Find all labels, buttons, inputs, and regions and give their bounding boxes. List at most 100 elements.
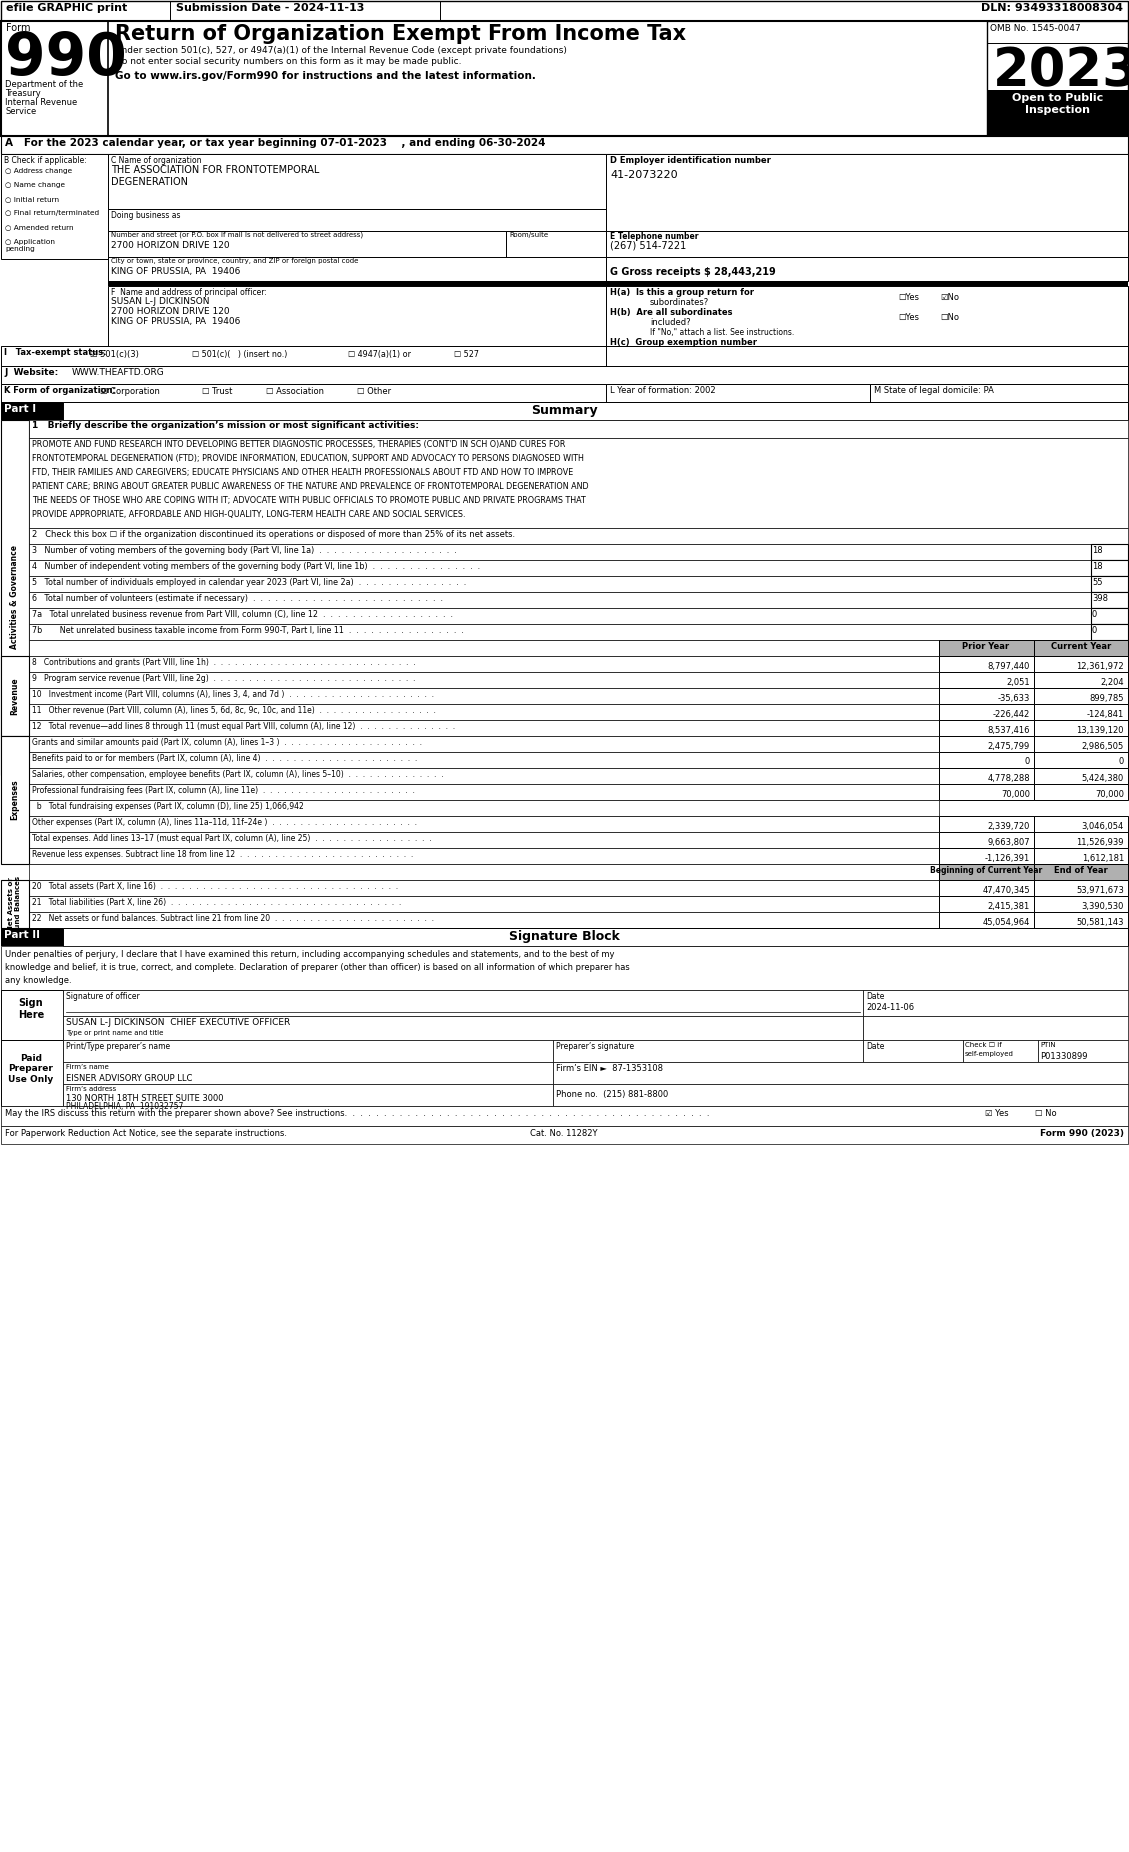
Text: 45,054,964: 45,054,964 (982, 917, 1030, 926)
Text: Signature Block: Signature Block (508, 930, 620, 943)
Bar (63, 991, 863, 1017)
Bar (1091, 576, 1128, 593)
Text: B Check if applicable:: B Check if applicable: (5, 156, 87, 165)
Text: ☐ 501(c)(   ) (insert no.): ☐ 501(c)( ) (insert no.) (192, 350, 288, 359)
Text: End of Year: End of Year (1054, 867, 1108, 874)
Text: Part I: Part I (5, 404, 36, 415)
Text: 0: 0 (1092, 609, 1097, 619)
Bar (963, 1041, 1038, 1061)
Text: Phone no.  (215) 881-8800: Phone no. (215) 881-8800 (555, 1091, 668, 1098)
Text: 10   Investment income (Part VIII, columns (A), lines 3, 4, and 7d )  .  .  .  .: 10 Investment income (Part VIII, columns… (32, 691, 434, 698)
Bar (606, 383, 870, 402)
Text: 20   Total assets (Part X, line 16)  .  .  .  .  .  .  .  .  .  .  .  .  .  .  .: 20 Total assets (Part X, line 16) . . . … (32, 882, 399, 891)
Text: ○ Initial return: ○ Initial return (5, 196, 59, 202)
Bar (1, 946, 1128, 991)
Text: Preparer’s signature: Preparer’s signature (555, 1043, 634, 1050)
Text: ○ Application
pending: ○ Application pending (5, 239, 55, 252)
Text: Expenses: Expenses (10, 780, 19, 820)
Text: 899,785: 899,785 (1089, 693, 1124, 702)
Text: Activities & Governance: Activities & Governance (10, 544, 19, 648)
Bar (29, 832, 939, 848)
Text: Revenue less expenses. Subtract line 18 from line 12  .  .  .  .  .  .  .  .  . : Revenue less expenses. Subtract line 18 … (32, 850, 413, 859)
Bar (1034, 641, 1128, 656)
Bar (1091, 607, 1128, 624)
Bar (29, 720, 939, 735)
Text: Date: Date (866, 993, 884, 1000)
Bar (1034, 783, 1128, 800)
Text: ☐ 527: ☐ 527 (454, 350, 479, 359)
Bar (29, 559, 1091, 576)
Text: 1   Briefly describe the organization’s mission or most significant activities:: 1 Briefly describe the organization’s mi… (32, 420, 419, 430)
Bar (63, 1041, 553, 1061)
Text: subordinates?: subordinates? (650, 298, 709, 307)
Text: 21   Total liabilities (Part X, line 26)  .  .  .  .  .  .  .  .  .  .  .  .  . : 21 Total liabilities (Part X, line 26) .… (32, 898, 401, 907)
Text: 22   Net assets or fund balances. Subtract line 21 from line 20  .  .  .  .  .  : 22 Net assets or fund balances. Subtract… (32, 915, 434, 922)
Text: 0: 0 (1092, 626, 1097, 635)
Text: Treasury: Treasury (5, 89, 41, 98)
Text: 18: 18 (1092, 561, 1103, 570)
Bar (1034, 911, 1128, 928)
Text: PATIENT CARE; BRING ABOUT GREATER PUBLIC AWARENESS OF THE NATURE AND PREVALENCE : PATIENT CARE; BRING ABOUT GREATER PUBLIC… (32, 482, 588, 491)
Text: Prior Year: Prior Year (962, 643, 1009, 652)
Bar (939, 911, 1034, 928)
Text: A   For the 2023 calendar year, or tax year beginning 07-01-2023    , and ending: A For the 2023 calendar year, or tax yea… (5, 139, 545, 148)
Text: PHILADELPHIA, PA  191032757: PHILADELPHIA, PA 191032757 (65, 1102, 183, 1111)
Bar (863, 1017, 1128, 1041)
Text: G Gross receipts $ 28,443,219: G Gross receipts $ 28,443,219 (610, 267, 776, 278)
Text: Check ☐ if: Check ☐ if (965, 1043, 1001, 1048)
Bar (29, 687, 939, 704)
Bar (63, 1083, 553, 1106)
Text: EISNER ADVISORY GROUP LLC: EISNER ADVISORY GROUP LLC (65, 1074, 192, 1083)
Text: 990: 990 (5, 30, 126, 87)
Bar (606, 346, 1128, 367)
Bar (29, 769, 939, 783)
Bar (939, 704, 1034, 720)
Bar (29, 641, 939, 656)
Text: 12,361,972: 12,361,972 (1076, 661, 1124, 670)
Text: ○ Address change: ○ Address change (5, 169, 72, 174)
Bar (863, 1041, 963, 1061)
Text: ☐ Other: ☐ Other (357, 387, 391, 396)
Text: 2   Check this box ☐ if the organization discontinued its operations or disposed: 2 Check this box ☐ if the organization d… (32, 530, 515, 539)
Text: ☐Yes: ☐Yes (898, 313, 919, 322)
Text: ☐No: ☐No (940, 313, 959, 322)
Text: 50,581,143: 50,581,143 (1076, 917, 1124, 926)
Text: K Form of organization:: K Form of organization: (5, 385, 116, 394)
Text: 1,612,181: 1,612,181 (1082, 854, 1124, 863)
Text: 0: 0 (1119, 757, 1124, 767)
Bar (108, 285, 606, 346)
Bar (1034, 896, 1128, 911)
Bar (939, 687, 1034, 704)
Bar (29, 865, 939, 880)
Text: DLN: 93493318008304: DLN: 93493318008304 (981, 4, 1123, 13)
Text: H(a)  Is this a group return for: H(a) Is this a group return for (610, 289, 754, 296)
Text: SUSAN L-J DICKINSON  CHIEF EXECUTIVE OFFICER: SUSAN L-J DICKINSON CHIEF EXECUTIVE OFFI… (65, 1019, 290, 1028)
Bar (553, 1041, 863, 1061)
Bar (1034, 687, 1128, 704)
Text: F  Name and address of principal officer:: F Name and address of principal officer: (111, 289, 266, 296)
Text: ☑ Yes: ☑ Yes (984, 1109, 1008, 1119)
Bar (939, 735, 1034, 752)
Bar (29, 896, 939, 911)
Text: Go to www.irs.gov/Form990 for instructions and the latest information.: Go to www.irs.gov/Form990 for instructio… (115, 70, 536, 81)
Text: 2,051: 2,051 (1006, 678, 1030, 687)
Text: Under penalties of perjury, I declare that I have examined this return, includin: Under penalties of perjury, I declare th… (5, 950, 614, 959)
Text: 8,537,416: 8,537,416 (988, 726, 1030, 735)
Text: FTD, THEIR FAMILIES AND CAREGIVERS; EDUCATE PHYSICIANS AND OTHER HEALTH PROFESSI: FTD, THEIR FAMILIES AND CAREGIVERS; EDUC… (32, 469, 574, 478)
Text: Benefits paid to or for members (Part IX, column (A), line 4)  .  .  .  .  .  . : Benefits paid to or for members (Part IX… (32, 754, 418, 763)
Text: Open to Public
Inspection: Open to Public Inspection (1013, 93, 1104, 115)
Bar (1038, 1041, 1128, 1061)
Text: 2700 HORIZON DRIVE 120: 2700 HORIZON DRIVE 120 (111, 307, 229, 317)
Bar (1034, 769, 1128, 783)
Text: 0: 0 (1025, 757, 1030, 767)
Text: Firm’s address: Firm’s address (65, 1085, 116, 1093)
Text: 8,797,440: 8,797,440 (988, 661, 1030, 670)
Text: Firm’s EIN ►  87-1353108: Firm’s EIN ► 87-1353108 (555, 1065, 663, 1072)
Bar (63, 1061, 553, 1083)
Text: 11,526,939: 11,526,939 (1076, 837, 1124, 846)
Text: Service: Service (5, 107, 36, 117)
Bar (939, 672, 1034, 687)
Bar (29, 817, 939, 832)
Bar (1034, 752, 1128, 769)
Bar (1, 135, 1128, 154)
